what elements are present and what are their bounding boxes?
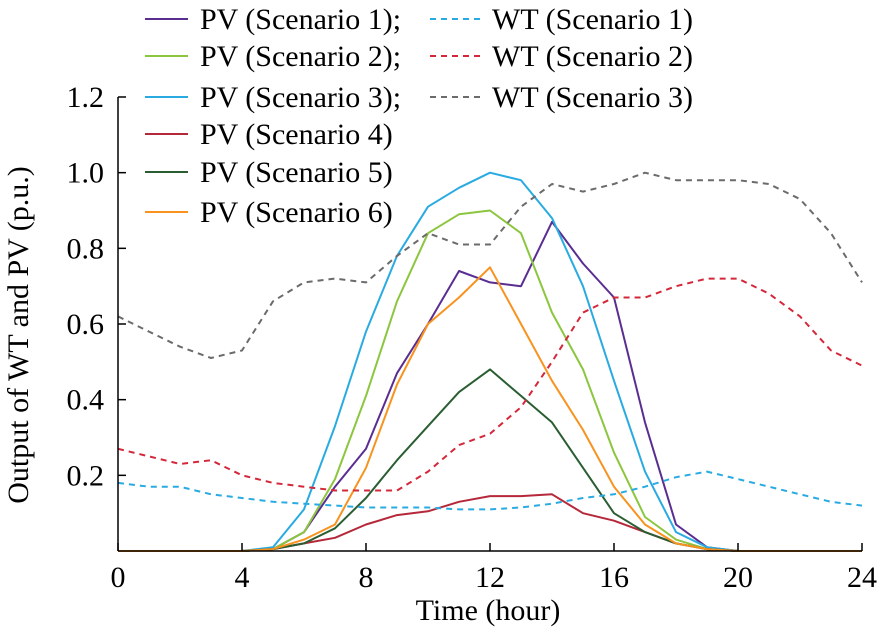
series-line-6: [118, 266, 862, 552]
legend-label-9: WT (Scenario 3): [492, 81, 693, 114]
series-line-2: [118, 209, 862, 552]
plot-area: 0 4 8 12 16 20 24 0.2 0.4 0.6 0.8 1.0 1.2: [67, 81, 878, 594]
axes-layer: 0 4 8 12 16 20 24 0.2 0.4 0.6 0.8 1.0 1.2: [67, 81, 878, 594]
x-tick-label: 0: [111, 561, 126, 594]
series-line-7: [117, 470, 863, 511]
y-tick-label: 0.4: [67, 384, 105, 417]
legend-label-4: PV (Scenario 4): [200, 118, 393, 151]
x-tick-label: 4: [235, 561, 250, 594]
y-axis-label: Output of WT and PV (p.u.): [2, 166, 35, 504]
series-line-8: [117, 277, 863, 492]
y-tick-label: 0.8: [67, 232, 105, 265]
x-tick-label: 12: [475, 561, 505, 594]
legend-label-7: WT (Scenario 1): [492, 3, 693, 36]
series-line-9: [117, 171, 863, 359]
legend-label-2: PV (Scenario 2);: [200, 40, 401, 73]
y-tick-label: 1.2: [67, 81, 105, 114]
x-tick-label: 24: [847, 561, 877, 594]
x-axis-label: Time (hour): [416, 594, 561, 627]
series-line-5: [118, 368, 862, 552]
legend-label-5: PV (Scenario 5): [200, 156, 393, 189]
series-line-4: [118, 493, 862, 552]
x-tick-label: 8: [359, 561, 374, 594]
legend-label-8: WT (Scenario 2): [492, 40, 693, 73]
legend-label-1: PV (Scenario 1);: [200, 3, 401, 36]
series-layer: [117, 171, 863, 552]
y-tick-label: 0.6: [67, 308, 105, 341]
series-line-3: [118, 171, 862, 552]
legend-label-3: PV (Scenario 3);: [200, 81, 401, 114]
y-tick-label: 0.2: [67, 459, 105, 492]
legend-label-6: PV (Scenario 6): [200, 196, 393, 229]
legend: PV (Scenario 1); PV (Scenario 2); PV (Scen…: [145, 3, 693, 229]
y-tick-label: 1.0: [67, 157, 105, 190]
x-tick-label: 20: [723, 561, 753, 594]
series-line-1: [118, 220, 862, 552]
x-tick-label: 16: [599, 561, 629, 594]
